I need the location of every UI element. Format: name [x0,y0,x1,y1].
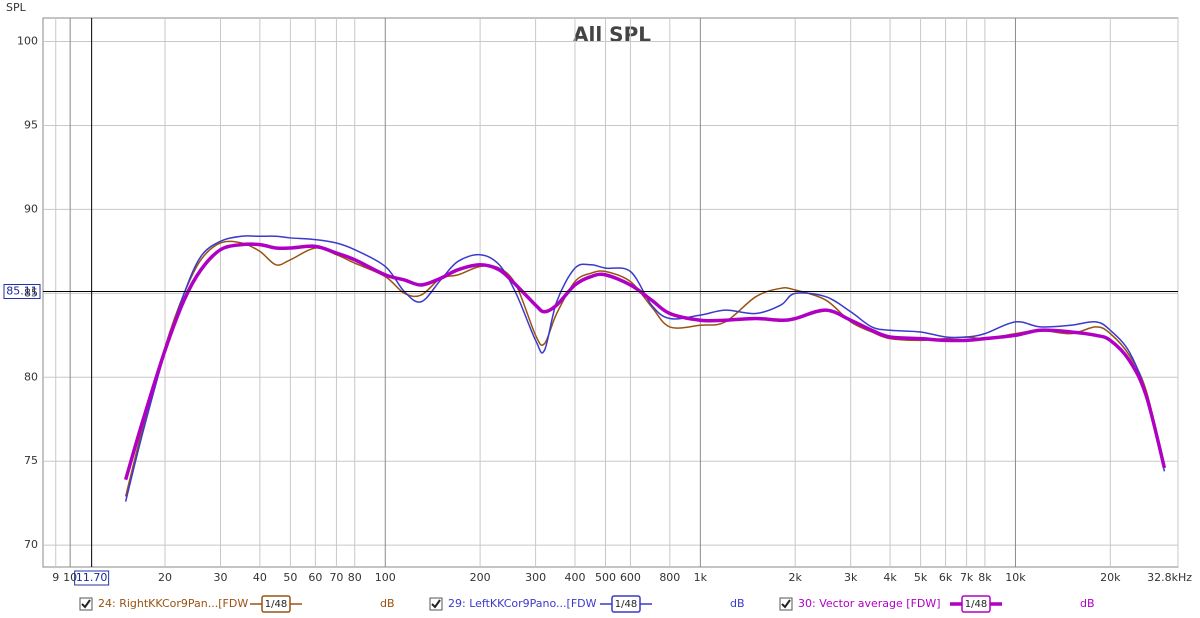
x-tick-label: 40 [253,571,267,584]
y-tick-label: 100 [17,35,38,48]
series-line [123,242,1167,481]
x-tick-label: 4k [883,571,897,584]
cursor-y-label: 85.11 [6,284,38,297]
legend-unit: dB [380,597,395,610]
y-tick-label: 80 [24,370,38,383]
legend-smoothing: 1/48 [965,599,987,610]
x-tick-label: 8k [978,571,992,584]
legend-checkmark [81,599,91,609]
overlay: 85.11 11.70 [3,18,1178,586]
x-tick-label: 60 [308,571,322,584]
legend-checkmark [781,599,791,609]
x-tick-label: 70 [329,571,343,584]
legend-smoothing-box [261,595,291,613]
cursor-x-box [74,570,110,586]
x-tick-label: 80 [348,571,362,584]
x-tick-label: 20k [1100,571,1121,584]
x-tick-label: 10k [1005,571,1026,584]
x-tick-label: 5k [914,571,928,584]
legend-smoothing-box [961,595,991,613]
x-tick-label: 200 [470,571,491,584]
legend-unit: dB [730,597,745,610]
y-tick-label: 75 [24,454,38,467]
grid [43,18,1179,567]
x-tick-label: 500 [595,571,616,584]
series-line [124,235,1166,502]
x-tick-label: 400 [564,571,585,584]
x-tick-label: 32.8kHz [1147,571,1192,584]
cursor-x-label: 11.70 [76,571,108,584]
x-tick-label: 100 [375,571,396,584]
legend-unit: dB [1080,597,1095,610]
x-tick-label: 10 [63,571,77,584]
chart-title: All SPL [573,23,651,47]
legend-item[interactable]: 29: LeftKKCor9Pano...[FDW 1/48 dB [429,595,745,613]
legend-item[interactable]: 30: Vector average [FDW] 1/48 dB [779,595,1095,613]
legend-smoothing-box [611,595,641,613]
x-tick-label: 9 [52,571,59,584]
x-tick-label: 2k [789,571,803,584]
x-tick-label: 30 [213,571,227,584]
x-tick-label: 800 [659,571,680,584]
legend-smoothing: 1/48 [615,599,637,610]
legend-label: 29: LeftKKCor9Pano...[FDW [448,597,597,610]
y-tick-label: 90 [24,202,38,215]
x-tick-label: 1k [694,571,708,584]
y-tick-label: 95 [24,118,38,131]
y-tick-label: 85 [24,286,38,299]
y-tick-label: 70 [24,538,38,551]
x-tick-label: 600 [620,571,641,584]
legend-checkmark [431,599,441,609]
x-tick-label: 50 [283,571,297,584]
legend-label: 30: Vector average [FDW] [798,597,941,610]
x-tick-label: 7k [960,571,974,584]
legend-item[interactable]: 24: RightKKCor9Pan...[FDW 1/48 dB [79,595,395,613]
x-tick-label: 6k [939,571,953,584]
y-axis-label: SPL [6,1,27,14]
curves [123,235,1167,502]
x-tick-label: 20 [158,571,172,584]
x-tick-label: 3k [844,571,858,584]
plot-area [42,17,1179,568]
x-tick-label: 300 [525,571,546,584]
cursor-y-box [3,283,41,299]
legend-label: 24: RightKKCor9Pan...[FDW [98,597,248,610]
legend-smoothing: 1/48 [265,599,287,610]
